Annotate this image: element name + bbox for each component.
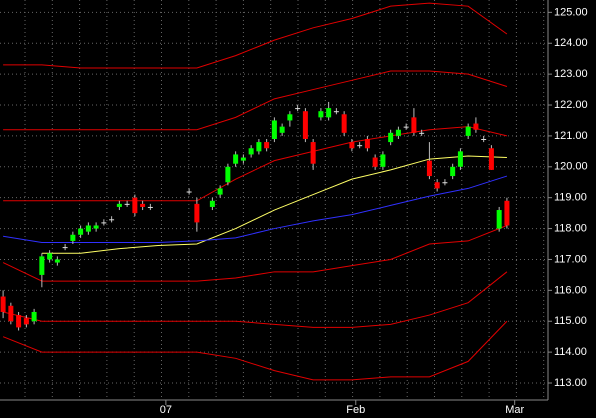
y-tick-label: 120.00 bbox=[554, 161, 588, 173]
candle-body bbox=[434, 182, 440, 189]
candle-body bbox=[264, 142, 270, 149]
y-tick-label: 121.00 bbox=[554, 130, 588, 142]
candle-body bbox=[70, 234, 76, 241]
candle-body bbox=[403, 126, 409, 128]
candle-body bbox=[186, 191, 192, 193]
candle-body bbox=[101, 222, 107, 224]
y-tick-label: 119.00 bbox=[554, 192, 587, 204]
candle-body bbox=[364, 138, 370, 149]
x-tick-label: 07 bbox=[160, 404, 172, 416]
candle-body bbox=[248, 148, 254, 155]
candle-body bbox=[109, 219, 115, 221]
candle-body bbox=[411, 117, 417, 133]
line-series bbox=[3, 175, 508, 243]
candle-body bbox=[426, 160, 432, 177]
candle-body bbox=[217, 188, 223, 195]
candle-body bbox=[16, 315, 22, 328]
candle-body bbox=[8, 305, 14, 322]
candle-body bbox=[31, 311, 37, 322]
candle-body bbox=[132, 197, 138, 214]
y-tick-label: 116.00 bbox=[554, 284, 587, 296]
y-tick-label: 124.00 bbox=[554, 37, 588, 49]
candle-body bbox=[116, 203, 122, 207]
y-tick-label: 118.00 bbox=[554, 222, 587, 234]
candle-body bbox=[326, 108, 332, 118]
candle-body bbox=[457, 151, 463, 167]
candle-body bbox=[62, 247, 68, 249]
candle-body bbox=[496, 210, 502, 229]
candle-body bbox=[349, 142, 355, 149]
candle-body bbox=[225, 166, 231, 183]
candle-body bbox=[302, 111, 308, 139]
candle-body bbox=[54, 259, 60, 263]
x-tick-label: Mar bbox=[505, 404, 524, 416]
line-series bbox=[2, 320, 508, 381]
y-tick-label: 115.00 bbox=[554, 315, 587, 327]
candle-body bbox=[240, 157, 246, 161]
candle-body bbox=[481, 138, 487, 140]
candle-body bbox=[256, 142, 262, 152]
candle-body bbox=[0, 296, 6, 312]
candle-body bbox=[450, 166, 456, 177]
candle-body bbox=[287, 114, 293, 121]
candle-body bbox=[310, 142, 316, 164]
candle-body bbox=[47, 253, 53, 260]
line-series bbox=[3, 126, 508, 202]
candle-body bbox=[140, 203, 146, 207]
line-series bbox=[3, 70, 508, 131]
candle-body bbox=[23, 318, 29, 325]
candle-body bbox=[318, 111, 324, 118]
y-tick-label: 117.00 bbox=[554, 253, 587, 265]
candle-body bbox=[465, 126, 471, 136]
y-tick-label: 113.00 bbox=[554, 377, 587, 389]
candle-body bbox=[333, 111, 339, 113]
line-series bbox=[3, 2, 508, 69]
candle-body bbox=[39, 256, 45, 275]
candle-body bbox=[279, 126, 285, 133]
y-tick-label: 125.00 bbox=[554, 6, 588, 18]
candle-body bbox=[442, 182, 448, 184]
candle-body bbox=[372, 157, 378, 167]
candle-body bbox=[147, 206, 153, 208]
candle-body bbox=[194, 203, 200, 223]
candle-body bbox=[380, 154, 386, 167]
y-tick-label: 114.00 bbox=[554, 346, 587, 358]
candle-body bbox=[124, 203, 130, 205]
candle-body bbox=[488, 148, 494, 170]
y-tick-label: 122.00 bbox=[554, 99, 588, 111]
candle-body bbox=[295, 108, 301, 110]
candle-body bbox=[209, 200, 215, 207]
line-series bbox=[2, 271, 508, 328]
candle-body bbox=[357, 145, 363, 147]
x-tick-label: Feb bbox=[346, 404, 365, 416]
candle-body bbox=[271, 120, 277, 139]
candle-body bbox=[341, 114, 347, 133]
candle-body bbox=[233, 154, 239, 164]
y-tick-label: 123.00 bbox=[554, 68, 588, 80]
candle-body bbox=[85, 225, 91, 232]
candle-body bbox=[419, 132, 425, 134]
candle-body bbox=[93, 225, 99, 229]
candle-body bbox=[78, 228, 84, 235]
line-series bbox=[2, 225, 508, 282]
candle-body bbox=[395, 129, 401, 136]
candle-body bbox=[473, 123, 479, 130]
candle-body bbox=[504, 200, 510, 226]
candle-body bbox=[388, 132, 394, 143]
